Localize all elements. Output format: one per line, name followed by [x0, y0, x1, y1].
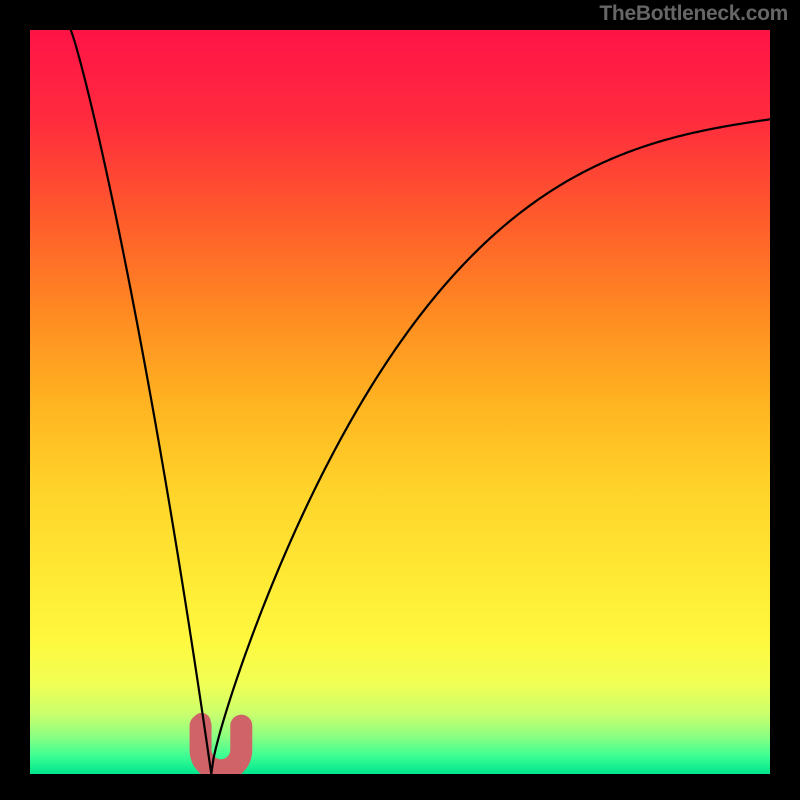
bottleneck-curve-chart — [30, 30, 770, 774]
chart-stage: TheBottleneck.com — [0, 0, 800, 800]
watermark-text: TheBottleneck.com — [599, 2, 788, 26]
